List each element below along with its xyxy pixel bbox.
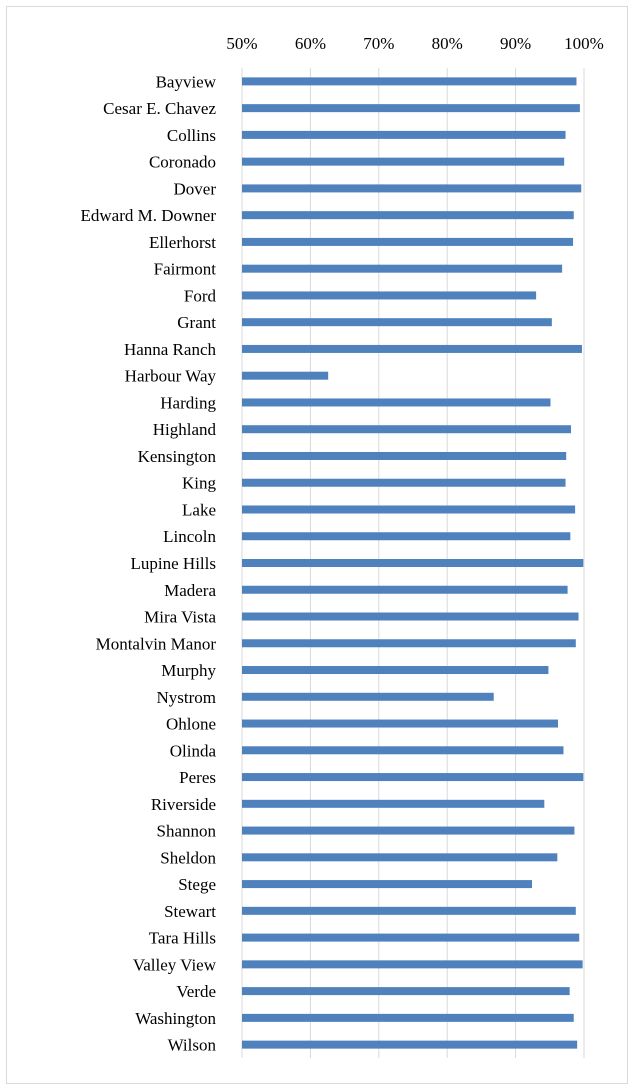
category-label: Sheldon bbox=[160, 848, 216, 867]
category-label: Grant bbox=[177, 313, 216, 332]
bar bbox=[242, 344, 582, 353]
category-label: Lake bbox=[182, 500, 216, 519]
category-label: Fairmont bbox=[154, 260, 217, 279]
bar bbox=[242, 211, 574, 220]
bar bbox=[242, 130, 566, 139]
category-label: Lincoln bbox=[163, 527, 216, 546]
x-tick-label: 100% bbox=[564, 34, 604, 53]
category-label: Riverside bbox=[151, 795, 216, 814]
category-label: Ohlone bbox=[166, 715, 216, 734]
bar bbox=[242, 104, 580, 113]
bar bbox=[242, 987, 570, 996]
bar bbox=[242, 451, 567, 460]
category-label: Dover bbox=[174, 179, 217, 198]
bar bbox=[242, 853, 558, 862]
bar bbox=[242, 692, 494, 701]
bar bbox=[242, 478, 566, 487]
category-label: Olinda bbox=[170, 741, 217, 760]
x-axis-tick-labels: 50% 60% 70% 80% 90% 100% bbox=[226, 34, 603, 53]
bar bbox=[242, 532, 571, 541]
bar bbox=[242, 371, 329, 380]
category-label: Ford bbox=[184, 286, 217, 305]
category-label: Edward M. Downer bbox=[81, 206, 217, 225]
category-label: Harbour Way bbox=[125, 367, 217, 386]
x-tick-label: 80% bbox=[432, 34, 463, 53]
bar bbox=[242, 639, 576, 648]
bar bbox=[242, 264, 563, 273]
category-label: King bbox=[182, 474, 217, 493]
bar bbox=[242, 880, 533, 889]
bar bbox=[242, 773, 584, 782]
bar bbox=[242, 906, 576, 915]
bar bbox=[242, 505, 576, 514]
bar bbox=[242, 318, 552, 327]
bar bbox=[242, 184, 582, 193]
bar bbox=[242, 612, 579, 621]
category-label: Ellerhorst bbox=[149, 233, 216, 252]
x-tick-label: 60% bbox=[295, 34, 326, 53]
category-label: Stege bbox=[178, 875, 216, 894]
category-label: Bayview bbox=[156, 72, 217, 91]
bar bbox=[242, 826, 575, 835]
bar bbox=[242, 666, 549, 675]
category-label: Valley View bbox=[133, 955, 217, 974]
category-label: Tara Hills bbox=[149, 929, 216, 948]
bar bbox=[242, 559, 584, 567]
bar bbox=[242, 237, 574, 246]
bar bbox=[242, 1040, 578, 1049]
category-label: Coronado bbox=[149, 153, 216, 172]
category-label: Washington bbox=[135, 1009, 216, 1028]
category-label: Collins bbox=[167, 126, 216, 145]
category-label: Hanna Ranch bbox=[124, 340, 217, 359]
category-label: Montalvin Manor bbox=[96, 634, 217, 653]
bar bbox=[242, 960, 583, 969]
bar bbox=[242, 746, 564, 755]
category-label: Cesar E. Chavez bbox=[103, 99, 216, 118]
category-label: Stewart bbox=[164, 902, 216, 921]
category-label: Shannon bbox=[157, 822, 217, 841]
category-label: Mira Vista bbox=[144, 608, 216, 627]
bar bbox=[242, 77, 577, 86]
bar bbox=[242, 157, 565, 166]
x-tick-label: 70% bbox=[363, 34, 394, 53]
category-label: Murphy bbox=[161, 661, 216, 680]
bars bbox=[242, 77, 584, 1049]
bar bbox=[242, 933, 580, 942]
category-label: Madera bbox=[164, 581, 216, 600]
x-tick-label: 90% bbox=[500, 34, 531, 53]
category-label: Peres bbox=[179, 768, 216, 787]
x-tick-label: 50% bbox=[226, 34, 257, 53]
category-label: Lupine Hills bbox=[131, 554, 216, 573]
category-label: Highland bbox=[153, 420, 217, 439]
bar bbox=[242, 719, 559, 728]
category-label: Verde bbox=[176, 982, 216, 1001]
category-label: Harding bbox=[160, 393, 216, 412]
category-label: Nystrom bbox=[157, 688, 217, 707]
bar bbox=[242, 799, 545, 808]
category-labels: Bayview Cesar E. Chavez Collins Coronado Dov… bbox=[81, 72, 217, 1054]
bar bbox=[242, 1013, 574, 1022]
category-label: Wilson bbox=[168, 1036, 217, 1055]
bar bbox=[242, 425, 572, 434]
bar bbox=[242, 585, 568, 594]
bar bbox=[242, 398, 551, 407]
category-label: Kensington bbox=[138, 447, 217, 466]
bar bbox=[242, 291, 537, 300]
